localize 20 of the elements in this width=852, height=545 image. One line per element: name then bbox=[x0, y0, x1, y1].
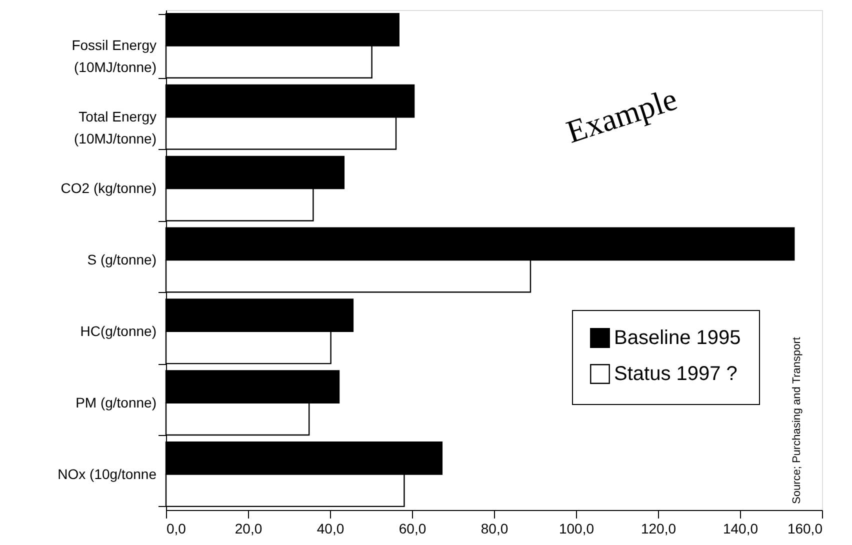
x-tick-label: 0,0 bbox=[166, 520, 186, 536]
x-tick-label: 40,0 bbox=[316, 520, 344, 536]
legend-label: Status 1997 ? bbox=[614, 363, 738, 385]
x-tick-label: 20,0 bbox=[234, 520, 262, 536]
y-tick-label: S (g/tonne) bbox=[87, 252, 156, 268]
y-tick-label: CO2 (kg/tonne) bbox=[60, 180, 156, 196]
y-tick-label: Fossil Energy (10MJ/tonne) bbox=[72, 37, 156, 76]
y-tick-label: NOx (10g/tonne bbox=[58, 466, 157, 482]
y-tick-label: PM (g/tonne) bbox=[76, 394, 156, 410]
annotation: Source; Purchasing and Transport bbox=[791, 337, 803, 504]
x-tick-label: 160,0 bbox=[787, 520, 823, 536]
x-tick-label: 140,0 bbox=[722, 520, 758, 536]
y-tick-label: HC(g/tonne) bbox=[80, 322, 156, 339]
y-tick-label: Total Energy (10MJ/tonne) bbox=[74, 108, 156, 147]
x-tick-label: 120,0 bbox=[640, 520, 676, 536]
x-tick-label: 80,0 bbox=[480, 520, 508, 536]
x-tick-label: 60,0 bbox=[398, 520, 426, 536]
legend-label: Baseline 1995 bbox=[614, 327, 741, 349]
annotation: Example bbox=[562, 80, 682, 150]
x-tick-label: 100,0 bbox=[558, 520, 594, 536]
